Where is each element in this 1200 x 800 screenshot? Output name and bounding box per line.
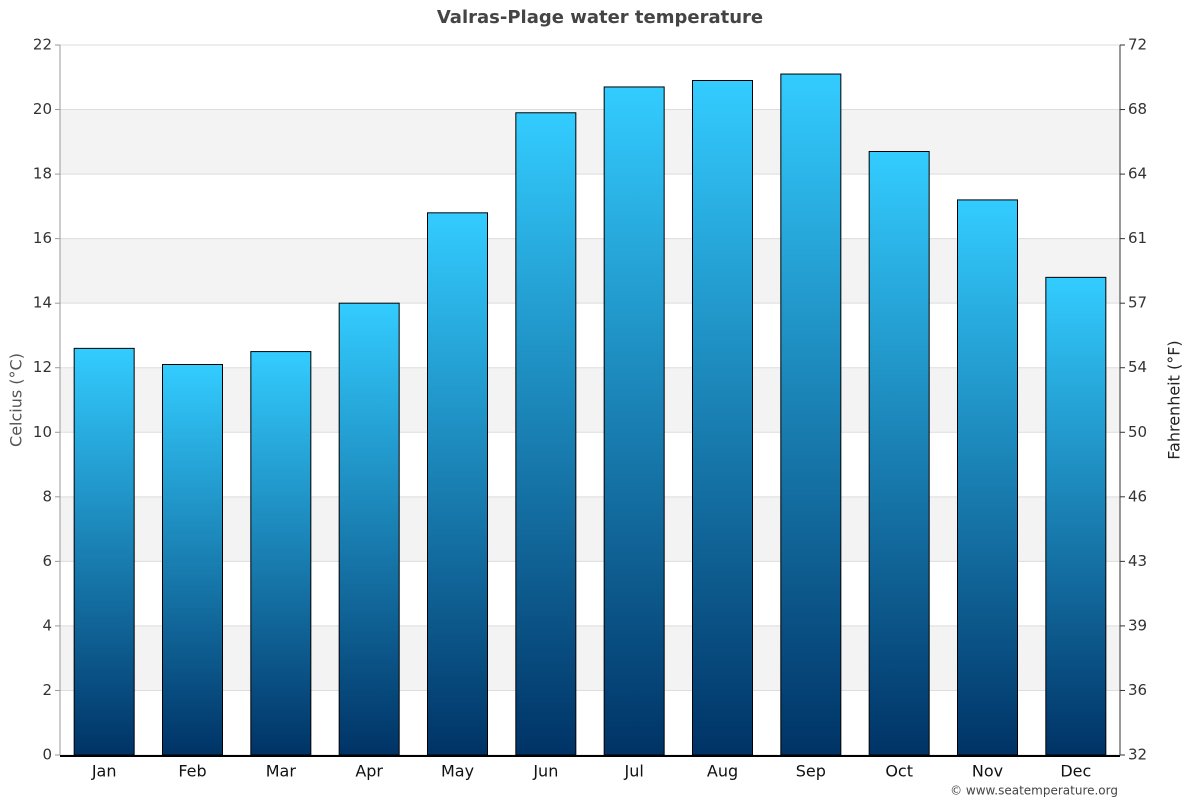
- y-tick-label: 20: [33, 100, 52, 118]
- bar: [1045, 276, 1107, 756]
- y2-tick-label: 32: [1128, 746, 1147, 764]
- bar: [427, 212, 488, 756]
- y-tick-label: 6: [42, 552, 52, 570]
- y2-tick-label: 46: [1128, 487, 1147, 505]
- source-credit: © www.seatemperature.org: [950, 784, 1118, 798]
- bar: [868, 151, 930, 756]
- x-tick-label: Feb: [178, 762, 206, 781]
- y2-tick-label: 72: [1128, 36, 1147, 54]
- bar: [162, 364, 223, 756]
- x-tick-label: Dec: [1060, 762, 1091, 781]
- y2-tick-label: 61: [1128, 229, 1147, 247]
- x-tick-label: May: [441, 762, 474, 781]
- x-tick-label: Jun: [532, 762, 558, 781]
- y2-tick-label: 39: [1128, 616, 1147, 634]
- grid-band: [60, 238, 1120, 304]
- y-tick-label: 22: [33, 36, 52, 54]
- x-tick-label: Oct: [885, 762, 913, 781]
- y2-tick-label: 68: [1128, 100, 1147, 118]
- y-axis-label: Celcius (°C): [7, 353, 26, 447]
- y-tick-label: 4: [42, 616, 52, 634]
- y2-tick-label: 43: [1128, 552, 1147, 570]
- y-tick-label: 0: [42, 746, 52, 764]
- grid-band: [60, 625, 1120, 691]
- bar: [338, 302, 400, 756]
- chart-title: Valras-Plage water temperature: [437, 7, 763, 28]
- y2-axis-label: Fahrenheit (°F): [1165, 340, 1184, 459]
- bar: [250, 351, 312, 756]
- y2-tick-label: 50: [1128, 423, 1147, 441]
- y-tick-label: 16: [33, 229, 52, 247]
- y2-tick-label: 64: [1128, 165, 1147, 183]
- y-tick-label: 8: [42, 487, 52, 505]
- y2-tick-label: 54: [1128, 358, 1147, 376]
- x-tick-label: Sep: [796, 762, 826, 781]
- x-tick-label: Aug: [707, 762, 738, 781]
- grid-band: [60, 496, 1120, 562]
- bar: [692, 80, 753, 756]
- bar: [957, 199, 1018, 756]
- bar: [73, 347, 135, 756]
- y-tick-label: 18: [33, 165, 52, 183]
- bar: [515, 112, 577, 756]
- x-tick-label: Nov: [972, 762, 1003, 781]
- bar: [780, 73, 842, 756]
- x-tick-label: Jan: [91, 762, 117, 781]
- y-tick-label: 10: [33, 423, 52, 441]
- y2-tick-label: 57: [1128, 294, 1147, 312]
- y-tick-label: 2: [42, 681, 52, 699]
- bar: [603, 86, 665, 756]
- x-tick-label: Mar: [266, 762, 297, 781]
- y-tick-label: 14: [33, 294, 52, 312]
- y-tick-label: 12: [33, 358, 52, 376]
- x-tick-label: Jul: [624, 762, 644, 781]
- plot-background: [60, 44, 1120, 756]
- grid-band: [60, 367, 1120, 433]
- grid-band: [60, 109, 1120, 175]
- y2-tick-label: 36: [1128, 681, 1147, 699]
- x-tick-label: Apr: [355, 762, 383, 781]
